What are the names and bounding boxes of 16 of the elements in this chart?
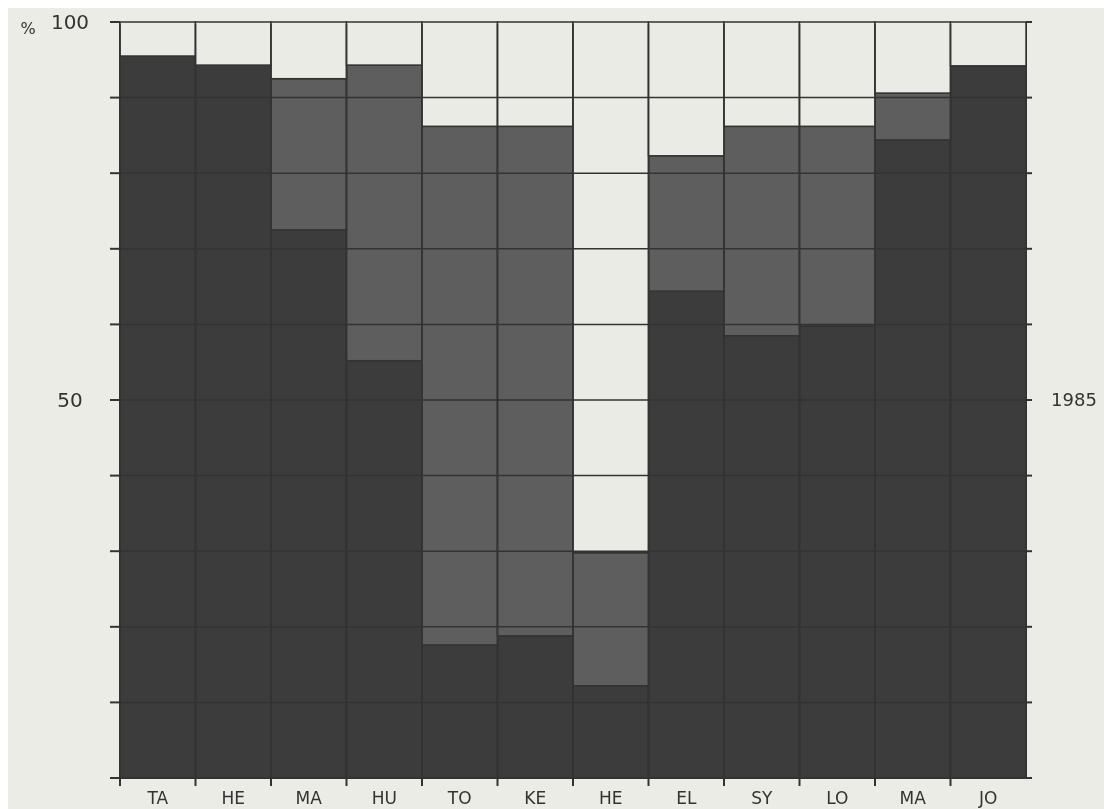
y-tick-label: 50 xyxy=(57,388,83,412)
x-tick-label: HU xyxy=(371,788,397,808)
x-tick-label: HE xyxy=(221,788,246,808)
x-tick-label: TO xyxy=(446,788,472,808)
x-tick-label: MA xyxy=(295,788,323,808)
y-axis-title: % xyxy=(20,19,36,38)
x-tick-label: LO xyxy=(826,788,849,808)
y-tick-label: 100 xyxy=(50,10,90,34)
x-tick-label: SY xyxy=(751,788,773,808)
x-tick-label: MA xyxy=(899,788,927,808)
x-tick-label: EL xyxy=(676,788,697,808)
x-tick-label: KE xyxy=(524,788,547,808)
x-tick-label: HE xyxy=(598,788,623,808)
text: 1985 xyxy=(1051,389,1097,411)
x-tick-label: JO xyxy=(978,788,998,808)
x-tick-label: TA xyxy=(146,788,169,808)
